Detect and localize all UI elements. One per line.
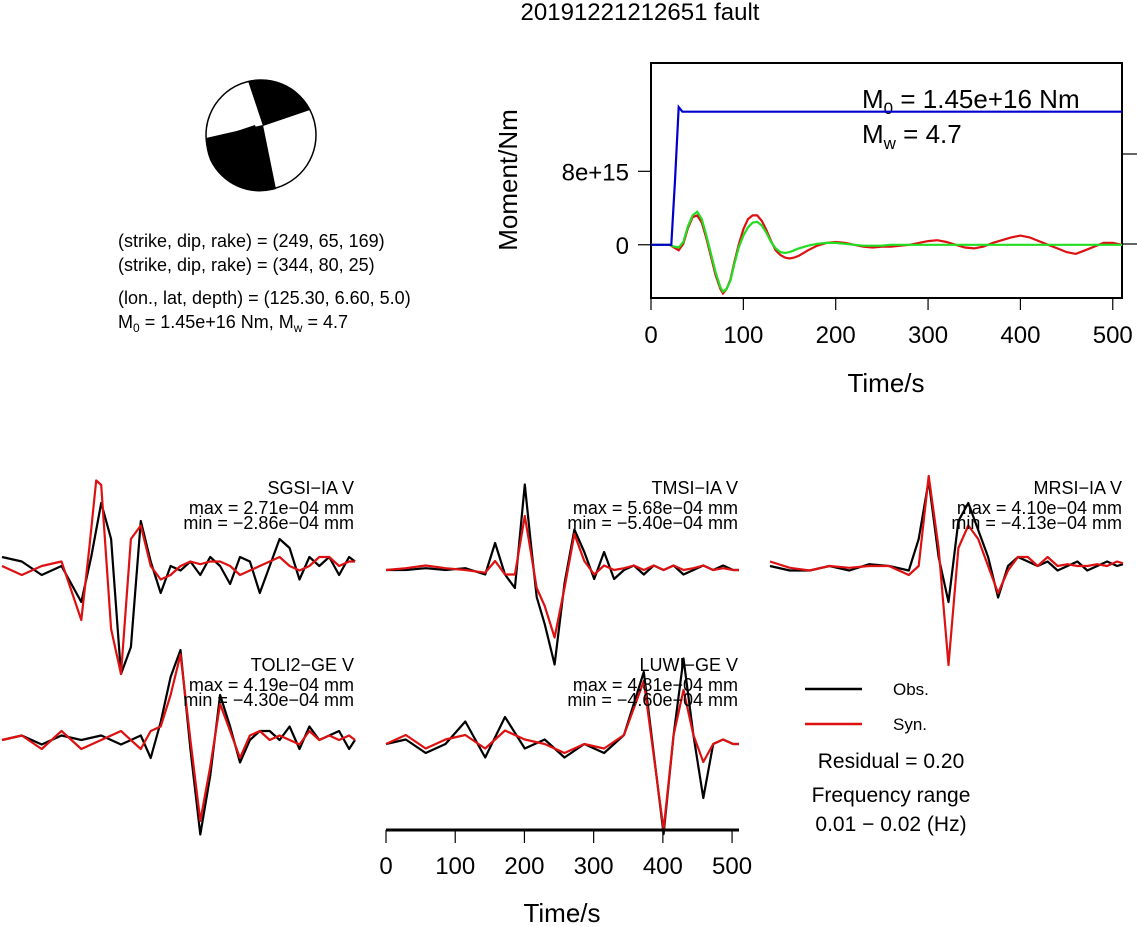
legend-syn-label: Syn.	[893, 715, 927, 734]
legend-obs-label: Obs.	[893, 680, 929, 699]
observed-trace	[1, 501, 356, 676]
station-max: max = 5.68e−04 mm	[573, 498, 738, 518]
observed-trace	[386, 483, 739, 666]
stf-series-blue	[651, 104, 1122, 246]
station-min: min = −2.86e−04 mm	[183, 513, 354, 533]
beachball-compressional-quadrant-1	[248, 79, 310, 126]
beachball-compressional-fill	[205, 125, 276, 192]
station-name: MRSI−IA V	[1033, 478, 1122, 498]
synthetic-trace	[1, 479, 355, 676]
stf-m0-label: M0 = 1.45e+16 Nm	[862, 84, 1080, 118]
waveform-x-tick-label: 200	[504, 853, 544, 880]
waveform-x-tick-label: 400	[643, 853, 683, 880]
synthetic-trace	[1, 653, 356, 823]
stf-x-axis-title: Time/s	[847, 368, 924, 398]
waveform-x-axis-title: Time/s	[523, 898, 600, 927]
waveform-x-tick-label: 0	[379, 853, 392, 880]
location-depth: (lon., lat, depth) = (125.30, 6.60, 5.0)	[118, 288, 411, 308]
stf-series-green	[651, 210, 1122, 294]
frequency-range-title: Frequency range	[812, 784, 971, 807]
stf-x-tick-label: 500	[1093, 322, 1133, 349]
beachball	[205, 79, 317, 192]
waveform-x-tick-label: 300	[574, 853, 614, 880]
station-max: max = 4.19e−04 mm	[189, 675, 354, 695]
stf-y-axis-title: Moment/Nm	[493, 109, 523, 251]
station-name: TMSI−IA V	[651, 478, 738, 498]
nodal-plane-2: (strike, dip, rake) = (344, 80, 25)	[118, 255, 375, 275]
waveform-x-tick-label: 100	[435, 853, 475, 880]
synthetic-trace	[769, 474, 1124, 667]
station-min: min = −4.60e−04 mm	[567, 690, 738, 710]
station-name: TOLI2−GE V	[251, 655, 354, 675]
waveform-x-axis: 0 100 200 300 400 500	[379, 828, 752, 880]
observed-trace	[385, 657, 739, 836]
residual-label: Residual = 0.20	[818, 750, 965, 773]
station-min: min = −4.13e−04 mm	[951, 513, 1122, 533]
station-name: SGSI−IA V	[267, 478, 354, 498]
source-info: (strike, dip, rake) = (249, 65, 169) (st…	[118, 231, 411, 335]
stf-x-tick-label: 300	[908, 322, 948, 349]
synthetic-trace	[385, 514, 739, 639]
stf-y-tick-label: 0	[616, 233, 629, 260]
station-max: max = 4.10e−04 mm	[957, 498, 1122, 518]
moment-magnitude-line: M0 = 1.45e+16 Nm, Mw = 4.7	[118, 312, 348, 335]
stf-y-tick-label: 8e+15	[562, 159, 629, 186]
stf-x-tick-label: 0	[644, 322, 657, 349]
station-max: max = 4.81e−04 mm	[573, 675, 738, 695]
waveform-x-tick-label: 500	[712, 853, 752, 880]
station-max: max = 2.71e−04 mm	[189, 498, 354, 518]
stf-plot-frame	[650, 62, 1123, 299]
stf-series-red	[651, 214, 1123, 296]
stf-x-tick-label: 100	[723, 322, 763, 349]
figure-title: 20191221212651 fault	[521, 0, 760, 26]
frequency-range-value: 0.01 − 0.02 (Hz)	[815, 813, 966, 836]
stf-y-axis: 0 8e+15	[562, 159, 651, 260]
stf-mw-label: Mw = 4.7	[862, 119, 962, 153]
stf-panel: M0 = 1.45e+16 Nm Mw = 4.7 0 100 200 300 400 5…	[493, 62, 1137, 398]
stf-x-axis: 0 100 200 300 400 500	[644, 298, 1133, 349]
synthetic-trace	[385, 679, 739, 831]
station-min: min = −5.40e−04 mm	[567, 513, 738, 533]
legend: Obs. Syn. Residual = 0.20 Frequency rang…	[805, 680, 970, 836]
station-min: min = −4.30e−04 mm	[183, 690, 354, 710]
station-name: LUWI−GE V	[639, 655, 738, 675]
stf-series-group	[651, 104, 1123, 296]
stf-x-tick-label: 200	[816, 322, 856, 349]
nodal-plane-1: (strike, dip, rake) = (249, 65, 169)	[118, 231, 385, 251]
stf-x-tick-label: 400	[1000, 322, 1040, 349]
